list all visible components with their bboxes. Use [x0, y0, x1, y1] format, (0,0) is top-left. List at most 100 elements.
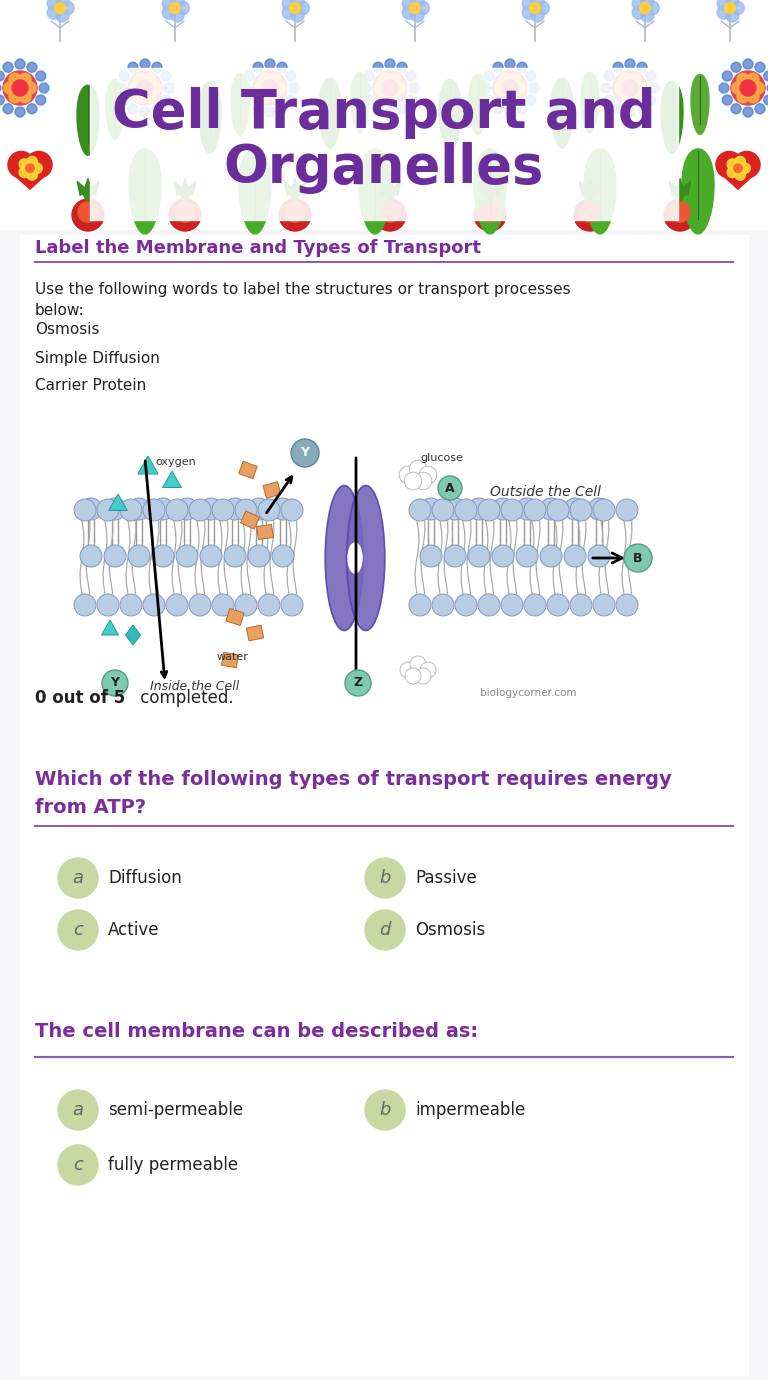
Circle shape: [646, 70, 656, 81]
Circle shape: [409, 500, 431, 522]
Circle shape: [27, 156, 38, 167]
Polygon shape: [719, 171, 757, 189]
Circle shape: [259, 91, 271, 102]
Circle shape: [494, 81, 506, 94]
Circle shape: [102, 671, 128, 696]
Bar: [0, 230, 768, 1380]
Circle shape: [570, 500, 592, 522]
Circle shape: [281, 593, 303, 615]
Circle shape: [468, 545, 490, 567]
Circle shape: [455, 500, 477, 522]
Circle shape: [409, 460, 427, 477]
Circle shape: [480, 201, 500, 222]
Polygon shape: [439, 80, 461, 152]
Polygon shape: [101, 620, 118, 635]
Circle shape: [524, 500, 546, 522]
Bar: [20, 235, 748, 1374]
Circle shape: [277, 104, 287, 113]
Circle shape: [78, 201, 98, 222]
Circle shape: [727, 167, 737, 178]
Circle shape: [189, 500, 211, 522]
Bar: [0, 0, 768, 230]
Circle shape: [364, 70, 374, 81]
Circle shape: [365, 909, 405, 949]
Circle shape: [493, 70, 527, 105]
FancyArrow shape: [386, 178, 395, 200]
Circle shape: [140, 59, 150, 69]
Circle shape: [97, 593, 119, 615]
Circle shape: [269, 91, 281, 102]
Circle shape: [262, 80, 278, 97]
Circle shape: [140, 108, 150, 117]
Circle shape: [526, 95, 536, 105]
Circle shape: [259, 73, 271, 86]
Circle shape: [58, 1090, 98, 1130]
Circle shape: [72, 199, 104, 230]
Circle shape: [373, 62, 383, 72]
Circle shape: [743, 108, 753, 117]
Bar: [90, 68, 678, 219]
Circle shape: [282, 0, 296, 10]
FancyArrow shape: [488, 181, 501, 200]
Circle shape: [36, 95, 46, 105]
Circle shape: [265, 59, 275, 69]
Circle shape: [564, 498, 586, 520]
Circle shape: [279, 199, 311, 230]
Circle shape: [258, 593, 280, 615]
Text: a: a: [72, 1101, 84, 1119]
Circle shape: [19, 167, 30, 178]
Circle shape: [524, 593, 546, 615]
Circle shape: [400, 662, 416, 678]
Circle shape: [493, 62, 503, 72]
FancyArrow shape: [184, 181, 196, 200]
Circle shape: [80, 545, 102, 567]
Circle shape: [420, 662, 436, 678]
Circle shape: [39, 83, 49, 92]
Text: below:: below:: [35, 304, 84, 317]
Circle shape: [716, 152, 743, 178]
Circle shape: [727, 159, 737, 170]
Circle shape: [722, 95, 732, 105]
Circle shape: [747, 73, 759, 86]
Circle shape: [501, 593, 523, 615]
Circle shape: [625, 59, 635, 69]
Circle shape: [613, 62, 623, 72]
Circle shape: [402, 0, 415, 10]
Circle shape: [499, 73, 511, 86]
Circle shape: [253, 70, 287, 105]
Circle shape: [253, 62, 263, 72]
Circle shape: [176, 545, 198, 567]
Circle shape: [244, 95, 254, 105]
Circle shape: [536, 1, 549, 15]
Circle shape: [516, 545, 538, 567]
Circle shape: [726, 0, 739, 7]
Circle shape: [382, 80, 398, 97]
Text: Inside the Cell: Inside the Cell: [151, 680, 240, 694]
Polygon shape: [129, 149, 161, 233]
Circle shape: [419, 466, 437, 484]
Circle shape: [625, 108, 635, 117]
Circle shape: [719, 83, 729, 92]
Circle shape: [12, 80, 28, 97]
Circle shape: [399, 466, 417, 484]
Circle shape: [286, 95, 296, 105]
Circle shape: [25, 81, 36, 94]
Text: water: water: [216, 651, 248, 662]
Polygon shape: [77, 86, 99, 156]
Bar: [263, 482, 281, 498]
Circle shape: [170, 3, 180, 14]
Circle shape: [272, 498, 294, 520]
Circle shape: [47, 0, 61, 10]
Circle shape: [637, 62, 647, 72]
Circle shape: [726, 8, 739, 22]
Text: oxygen: oxygen: [155, 457, 196, 466]
Text: Simple Diffusion: Simple Diffusion: [35, 351, 160, 366]
Circle shape: [641, 0, 654, 7]
Circle shape: [27, 104, 37, 113]
FancyArrow shape: [174, 181, 187, 200]
FancyArrow shape: [78, 181, 89, 200]
Circle shape: [420, 545, 442, 567]
Text: biologycorner.com: biologycorner.com: [480, 689, 577, 698]
Circle shape: [152, 62, 162, 72]
Circle shape: [296, 1, 310, 15]
